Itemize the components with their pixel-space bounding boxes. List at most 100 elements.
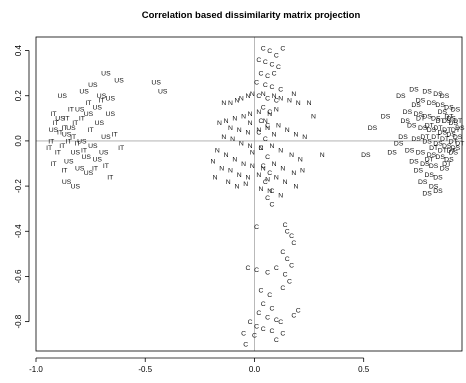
data-point-ds: DS — [427, 100, 437, 107]
data-point-n: N — [243, 181, 248, 188]
data-point-n: N — [250, 163, 255, 170]
y-axis: -0.8 -0.6 -0.4 -0.2 0.0 0.2 0.4 — [14, 44, 30, 329]
data-point-us: US — [49, 127, 59, 134]
data-point-c: C — [269, 84, 274, 91]
data-point-c: C — [254, 267, 259, 274]
data-point-dt: DT — [438, 147, 447, 154]
data-point-dt: DT — [455, 141, 464, 148]
data-point-ds: DS — [361, 152, 371, 159]
data-point-n: N — [280, 165, 285, 172]
data-point-c: C — [289, 263, 294, 270]
data-point-c: C — [278, 319, 283, 326]
data-point-c: C — [272, 71, 277, 78]
data-point-n: N — [289, 152, 294, 159]
data-point-c: C — [259, 145, 264, 152]
data-point-it: IT — [68, 107, 74, 114]
data-point-n: N — [226, 179, 231, 186]
data-point-ds: DS — [414, 168, 424, 175]
data-point-ds: DS — [449, 150, 459, 157]
data-point-it: IT — [50, 111, 56, 118]
data-point-ds: DS — [442, 143, 452, 150]
data-point-c: C — [274, 52, 279, 59]
data-point-c: C — [280, 330, 285, 337]
data-point-it: IT — [85, 100, 91, 107]
data-point-it: IT — [118, 145, 124, 152]
data-point-c: C — [261, 104, 266, 111]
y-tick-label: 0.2 — [14, 90, 23, 102]
data-point-ds: DS — [422, 89, 432, 96]
data-point-n: N — [224, 152, 229, 159]
data-point-n: N — [250, 150, 255, 157]
data-point-ds: DS — [422, 138, 432, 145]
data-point-us: US — [66, 125, 76, 132]
data-point-c: C — [263, 136, 268, 143]
data-point-n: N — [302, 134, 307, 141]
data-point-n: N — [291, 91, 296, 98]
data-point-n: N — [285, 127, 290, 134]
data-point-it: IT — [61, 168, 67, 175]
y-tick-label: -0.2 — [14, 179, 23, 193]
data-point-ds: DS — [420, 161, 430, 168]
data-point-n: N — [311, 113, 316, 120]
data-point-n: N — [228, 100, 233, 107]
data-point-n: N — [248, 111, 253, 118]
data-point-dt: DT — [436, 118, 445, 125]
data-point-n: N — [241, 113, 246, 120]
data-point-it: IT — [57, 129, 63, 136]
data-point-us: US — [75, 165, 85, 172]
data-point-ds: DS — [433, 174, 443, 181]
data-point-n: N — [241, 161, 246, 168]
data-point-ds: DS — [422, 113, 432, 120]
data-point-it: IT — [48, 138, 54, 145]
data-point-ds: DS — [411, 102, 421, 109]
data-point-ds: DS — [403, 109, 413, 116]
data-point-n: N — [261, 165, 266, 172]
data-point-n: N — [294, 183, 299, 190]
data-point-it: IT — [72, 120, 78, 127]
data-point-it: IT — [112, 132, 118, 139]
data-point-ds: DS — [414, 111, 424, 118]
data-point-ds: DS — [433, 91, 443, 98]
data-point-n: N — [278, 147, 283, 154]
data-point-ds: DS — [394, 141, 404, 148]
data-point-us: US — [79, 89, 89, 96]
data-point-us: US — [88, 82, 98, 89]
data-point-n: N — [267, 188, 272, 195]
data-point-us: US — [114, 77, 124, 84]
data-point-dt: DT — [420, 134, 429, 141]
data-point-n: N — [245, 93, 250, 100]
data-point-it: IT — [99, 98, 105, 105]
data-point-n: N — [265, 125, 270, 132]
data-point-it: IT — [50, 161, 56, 168]
data-point-ds: DS — [433, 141, 443, 148]
data-point-ds: DS — [429, 163, 439, 170]
data-point-ds: DS — [435, 102, 445, 109]
data-point-n: N — [272, 161, 277, 168]
data-point-dt: DT — [447, 147, 456, 154]
data-point-us: US — [101, 71, 111, 78]
data-point-dt: DT — [429, 145, 438, 152]
data-point-n: N — [256, 109, 261, 116]
data-point-c: C — [291, 240, 296, 247]
data-point-n: N — [221, 134, 226, 141]
data-point-c: C — [265, 154, 270, 161]
data-point-c: C — [280, 249, 285, 256]
data-point-n: N — [276, 123, 281, 130]
data-point-n: N — [259, 186, 264, 193]
data-point-c: C — [256, 57, 261, 64]
data-point-us: US — [71, 150, 81, 157]
data-point-n: N — [272, 93, 277, 100]
data-point-ds: DS — [440, 165, 450, 172]
data-point-it: IT — [70, 134, 76, 141]
data-point-n: N — [250, 91, 255, 98]
data-point-c: C — [283, 272, 288, 279]
data-point-c: C — [261, 163, 266, 170]
data-point-ds: DS — [416, 150, 426, 157]
x-axis: -1.0 -0.5 0.0 0.5 — [29, 357, 370, 374]
data-point-n: N — [256, 172, 261, 179]
data-point-n: N — [274, 107, 279, 114]
data-point-c: C — [276, 64, 281, 71]
data-point-ds: DS — [438, 129, 448, 136]
data-point-c: C — [259, 118, 264, 125]
